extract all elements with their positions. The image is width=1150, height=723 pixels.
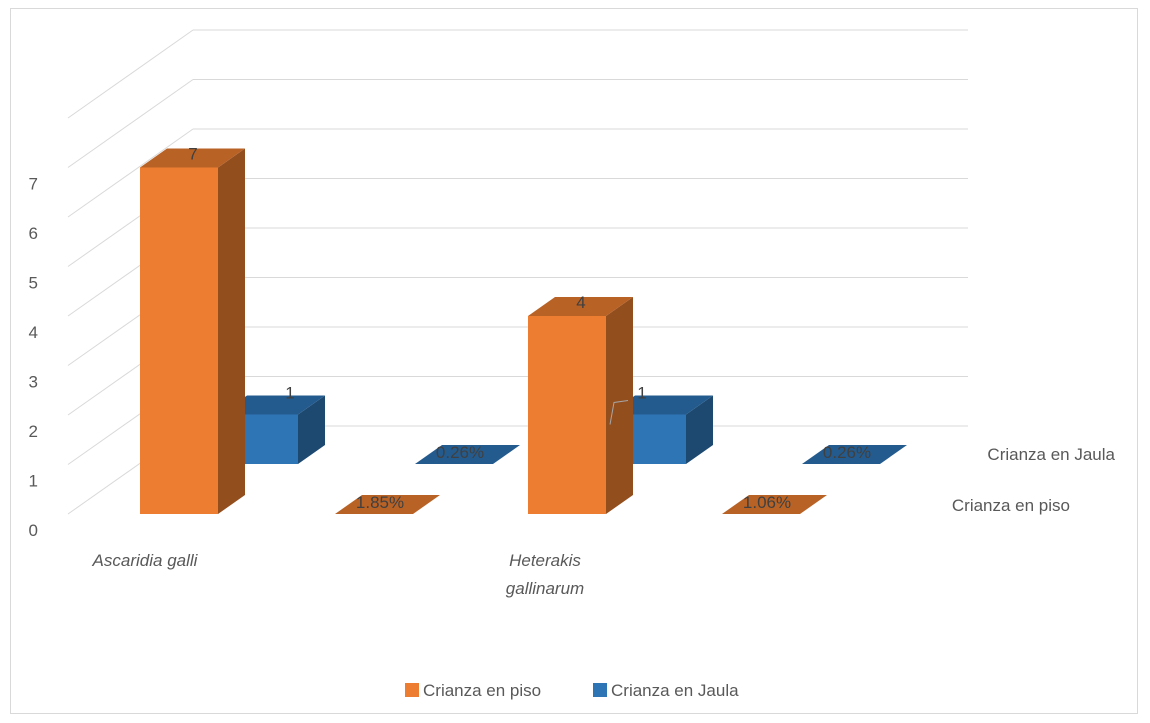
data-label: 0.26% [436,443,484,462]
category-label: gallinarum [506,579,584,598]
bar-0-2 [528,297,633,514]
bar-1-1 [415,445,520,464]
bar-side-face [218,148,245,514]
legend-label: Crianza en Jaula [611,681,739,700]
bar-0-0 [140,148,245,514]
y-tick-label: 3 [29,373,38,392]
bar-top-face [608,395,713,415]
depth-axis: Crianza en piso Crianza en Jaula [952,445,1116,515]
category-label: Ascaridia galli [92,551,199,570]
bar-top-face [528,297,633,316]
y-tick-label: 0 [29,521,38,540]
grid [67,29,968,515]
leader-line [609,400,629,425]
bar-top-face [140,148,245,168]
data-label: 1.06% [743,493,791,512]
data-label: 4 [576,293,585,312]
bar-0-3 [722,495,827,514]
data-labels: 1 0.26% 1 0.26% 7 1.85% 4 1.06% [188,145,871,513]
bar-side-face [606,297,633,514]
bar-top-face [802,445,907,464]
data-label: 0.26% [823,443,871,462]
y-tick-label: 1 [29,472,38,491]
y-tick-label: 4 [29,323,38,342]
data-label: 7 [188,145,197,164]
gridline-diagonal [67,79,194,168]
gridline-diagonal [67,29,194,119]
chart-frame [10,8,1138,714]
y-tick-label: 6 [29,224,38,243]
bar-1-3 [802,445,907,464]
data-label: 1 [285,384,294,403]
legend-swatch [405,683,419,697]
legend: Crianza en piso Crianza en Jaula [405,681,739,700]
data-label: 1.85% [356,493,404,512]
bar-front-face [528,316,606,514]
legend-swatch [593,683,607,697]
category-label: Heterakis [509,551,581,570]
bar-side-face [298,395,325,464]
x-axis: Ascaridia galli Heterakis gallinarum [92,551,585,598]
bars [140,148,907,514]
bar-front-face [140,167,218,514]
bar-top-face [220,395,325,415]
series-axis-label: Crianza en Jaula [987,445,1115,464]
y-axis: 0 1 2 3 4 5 6 7 [29,175,38,541]
series-axis-label: Crianza en piso [952,496,1070,515]
bar-side-face [686,395,713,464]
bar-0-1 [335,495,440,514]
gridline-diagonal [67,128,194,218]
y-tick-label: 7 [29,175,38,194]
y-tick-label: 5 [29,274,38,293]
bar-top-face [415,445,520,464]
y-tick-label: 2 [29,422,38,441]
bar-top-face [335,495,440,514]
data-label: 1 [637,384,646,403]
legend-label: Crianza en piso [423,681,541,700]
bar-top-face [722,495,827,514]
